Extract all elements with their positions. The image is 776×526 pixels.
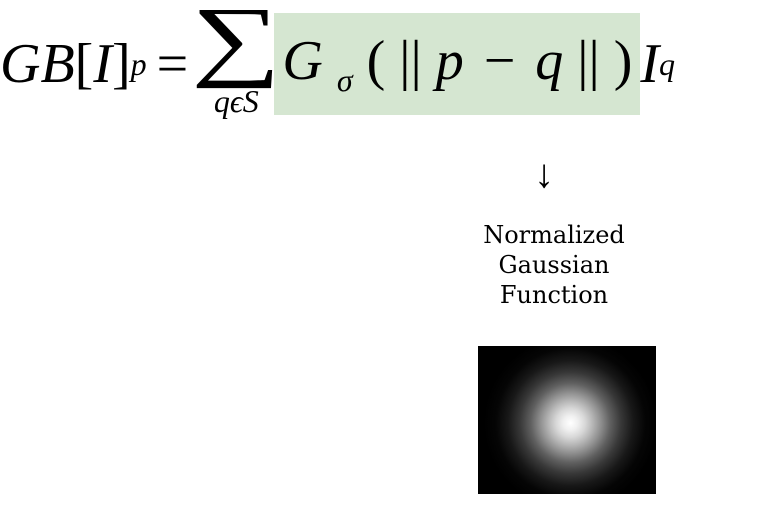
- lhs-subscript-p: p: [131, 46, 147, 83]
- close-paren: ): [614, 29, 633, 93]
- norm-bars-2: ||: [577, 29, 599, 93]
- summation: ∑ qϵS: [204, 8, 268, 120]
- lhs-open-bracket: [: [75, 32, 94, 96]
- G: G: [282, 29, 322, 93]
- norm-bars-1: ||: [399, 29, 421, 93]
- open-paren: (: [367, 29, 386, 93]
- lhs-GB: GB: [0, 32, 75, 96]
- sigma-symbol: ∑: [191, 8, 281, 71]
- minus: −: [484, 29, 516, 93]
- label-line-1: Normalized Gaussian: [483, 221, 625, 279]
- gaussian-blur-equation: GB [ I ] p = ∑ qϵS G σ ( || p − q || ) I…: [0, 8, 675, 120]
- gaussian-function-label: Normalized Gaussian Function: [434, 220, 674, 310]
- equals-sign: =: [157, 32, 189, 96]
- var-p: p: [436, 29, 464, 93]
- I: I: [640, 32, 659, 96]
- down-arrow-icon: ↓: [534, 150, 554, 197]
- label-line-2: Function: [500, 281, 608, 309]
- gaussian-kernel-image: [478, 346, 656, 494]
- I-subscript-q: q: [659, 46, 675, 83]
- lhs-close-bracket: ]: [112, 32, 131, 96]
- G-subscript-sigma: σ: [337, 62, 353, 98]
- lhs-I: I: [93, 32, 112, 96]
- var-q: q: [535, 29, 563, 93]
- highlighted-gaussian-term: G σ ( || p − q || ): [274, 13, 640, 115]
